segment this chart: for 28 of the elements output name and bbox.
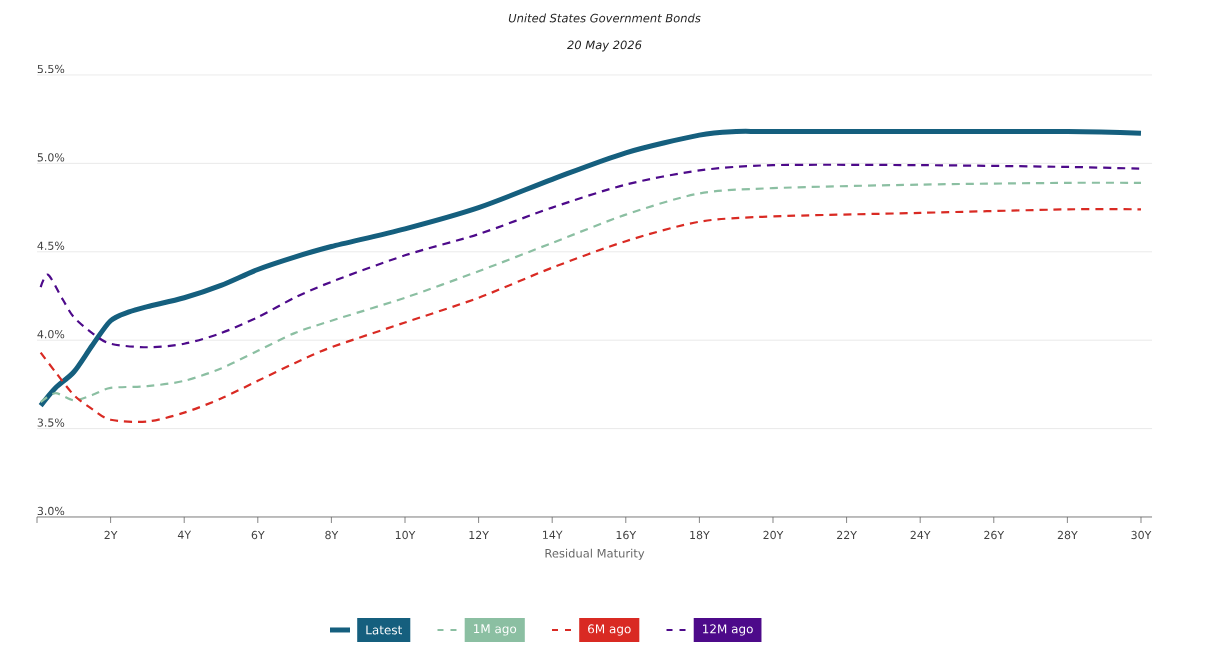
y-tick-label: 4.5% [37,241,65,250]
y-tick-label: 3.0% [37,506,65,516]
x-tick-label: 30Y [1131,530,1152,540]
legend-label: 6M ago [588,624,631,636]
x-tick-label: 20Y [763,530,784,540]
legend-label: 1M ago [474,624,517,636]
x-tick-label: 4Y [177,530,192,539]
x-tick-label: 6Y [251,530,265,540]
x-tick-label: 12Y [469,530,489,540]
x-tick-label: 14Y [543,530,563,539]
y-tick-label: 5.0% [37,153,65,162]
x-tick-label: 10Y [395,530,416,540]
y-tick-label: 3.5% [37,418,65,427]
chart-subtitle: 20 May 2026 [567,40,642,52]
x-tick-label: 26Y [984,530,1005,540]
y-tick-label: 4.0% [37,329,65,339]
x-tick-label: 24Y [910,530,931,540]
x-tick-label: 16Y [616,530,637,540]
legend-label: Latest [366,625,402,635]
x-tick-label: 22Y [837,530,857,540]
x-axis-title: Residual Maturity [545,548,645,560]
y-tick-label: 5.5% [37,64,65,74]
chart-title: United States Government Bonds [508,13,701,23]
legend-label: 12M ago [703,624,753,636]
x-tick-label: 8Y [325,530,339,540]
x-tick-label: 28Y [1057,530,1078,540]
x-tick-label: 18Y [690,530,710,540]
x-tick-label: 2Y [104,530,118,540]
